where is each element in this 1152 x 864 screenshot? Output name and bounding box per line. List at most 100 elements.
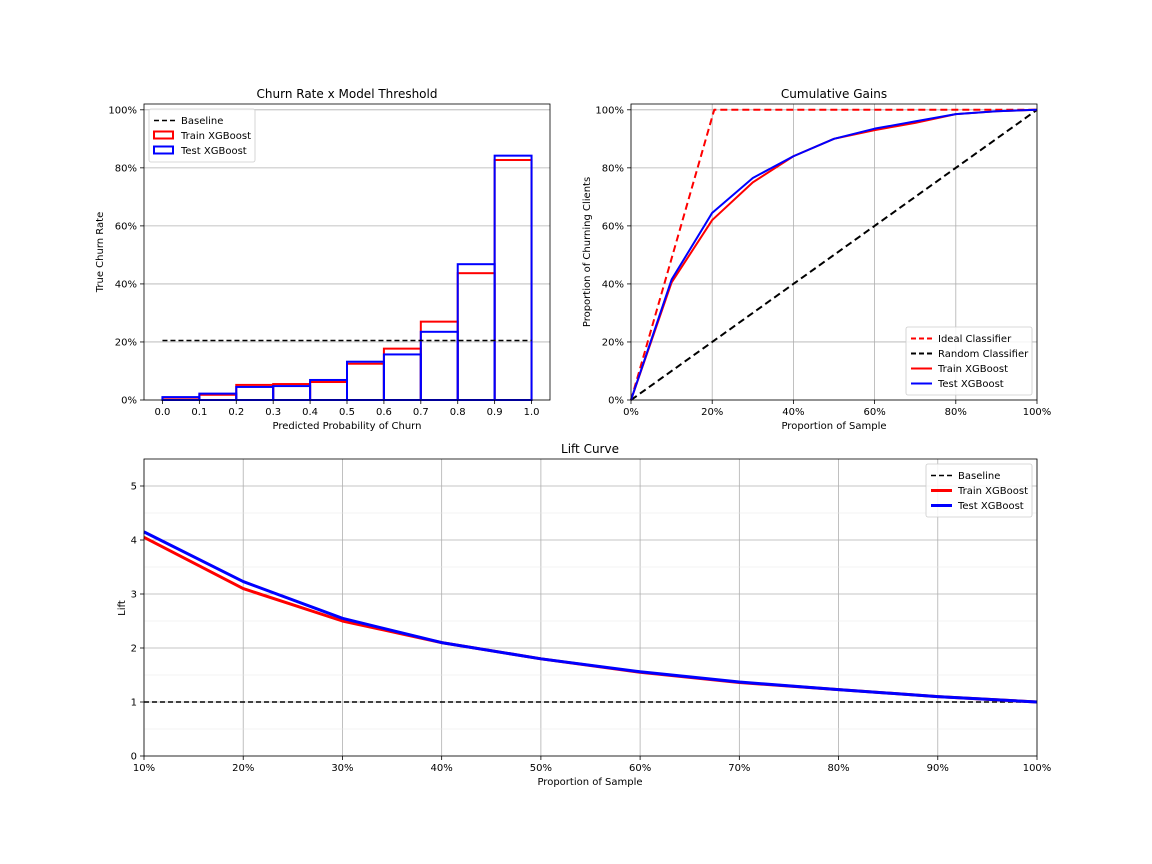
cumulative-gains-ytick-label: 80% [602,163,624,174]
test-xgboost-bar [235,385,275,401]
churn-rate-xtick-label: 0.0 [155,407,171,418]
legend-swatch-train-xgboost [153,130,174,140]
train-xgboost-bar [346,362,385,402]
churn-rate-ylabel: True Churn Rate [95,212,106,293]
lift-curve-xtick-label: 10% [133,763,155,774]
cumulative-gains-xtick-label: 100% [1023,407,1052,418]
ideal-classifier-line [630,108,1037,401]
cumulative-gains-marks [630,108,1038,401]
churn-rate-chart: Churn Rate x Model Threshold Predicted P… [95,87,551,432]
test-xgboost-line [143,530,1038,704]
legend-label-random-classifier: Random Classifier [938,349,1029,360]
churn-rate-xtick-label: 0.5 [339,407,355,418]
churn-rate-xtick-label: 0.6 [376,407,392,418]
churn-rate-ytick-label: 60% [115,221,137,232]
cumulative-gains-legend-box [905,326,1033,396]
lift-curve-chart: Lift Curve Proportion of Sample Lift 10%… [117,442,1051,788]
legend-label-test-xgboost: Test XGBoost [180,146,247,157]
churn-rate-marks [161,154,533,402]
cumulative-gains-ytick-label: 40% [602,279,624,290]
churn-rate-xticks: 0.0 0.1 0.2 0.3 0.4 0.5 0.6 0.7 0.8 0.9 1.0 [155,400,539,418]
cumulative-gains-ytick-label: 20% [602,337,624,348]
lift-curve-ytick-label: 3 [131,590,137,601]
lift-curve-ytick-label: 4 [131,536,137,547]
cumulative-gains-frame [630,103,1038,401]
lift-curve-yticks: 0 1 2 3 4 5 [131,482,144,763]
test-xgboost-bar [493,154,533,401]
lift-curve-ytick-label: 0 [131,752,137,763]
churn-rate-xtick-label: 0.1 [191,407,207,418]
cumulative-gains-xtick-label: 0% [623,407,639,418]
lift-curve-grid [143,459,1038,757]
lift-curve-xtick-label: 40% [431,763,453,774]
test-xgboost-line [630,108,1038,401]
legend-swatch-test-xgboost [153,145,174,155]
churn-rate-yticks: 0% 20% 40% 60% 80% 100% [108,105,144,407]
churn-rate-title: Churn Rate x Model Threshold [257,87,438,101]
cumulative-gains-ytick-label: 100% [595,105,624,116]
train-xgboost-bar [419,320,459,402]
train-xgboost-bar [309,381,349,401]
train-xgboost-bar [382,347,422,401]
cumulative-gains-xlabel: Proportion of Sample [781,421,886,432]
cumulative-gains-ytick-label: 60% [602,221,624,232]
legend-label-test-xgboost: Test XGBoost [957,501,1024,512]
train-xgboost-bar [493,159,533,401]
lift-curve-xtick-label: 80% [827,763,849,774]
churn-rate-xtick-label: 0.2 [228,407,244,418]
train-xgboost-line [143,535,1038,704]
legend-label-train-xgboost: Train XGBoost [180,131,251,142]
churn-rate-legend-box [148,108,256,163]
churn-rate-ytick-label: 80% [115,163,137,174]
lift-curve-marks [143,530,1038,704]
lift-curve-xticks: 10% 20% 30% 40% 50% 60% 70% 80% 90% 100% [133,756,1051,774]
lift-curve-legend: Baseline Train XGBoost Test XGBoost [925,463,1033,518]
churn-rate-xtick-label: 0.9 [487,407,503,418]
cumulative-gains-xticks: 0% 20% 40% 60% 80% 100% [623,400,1051,418]
cumulative-gains-ytick-label: 0% [608,396,624,407]
legend-label-baseline: Baseline [181,116,223,127]
lift-curve-xtick-label: 90% [927,763,949,774]
cumulative-gains-ylabel: Proportion of Churning Clients [582,177,593,327]
legend-label-ideal-classifier: Ideal Classifier [938,334,1012,345]
lift-curve-xtick-label: 60% [629,763,651,774]
lift-curve-legend-box [925,463,1033,518]
cumulative-gains-chart: Cumulative Gains Proportion of Sample Pr… [582,87,1051,432]
lift-curve-ylabel: Lift [117,600,128,616]
churn-rate-xtick-label: 0.7 [413,407,429,418]
lift-curve-ytick-label: 1 [131,698,137,709]
random-classifier-line [630,108,1038,401]
test-xgboost-bar [198,392,238,402]
cumulative-gains-xtick-label: 80% [945,407,967,418]
churn-rate-legend: Baseline Train XGBoost Test XGBoost [148,108,256,163]
cumulative-gains-xtick-label: 20% [701,407,723,418]
churn-rate-ytick-label: 40% [115,279,137,290]
lift-curve-xtick-label: 50% [530,763,552,774]
cumulative-gains-yticks: 0% 20% 40% 60% 80% 100% [595,105,631,407]
lift-curve-xtick-label: 20% [232,763,254,774]
legend-label-train-xgboost: Train XGBoost [937,364,1008,375]
churn-rate-ytick-label: 100% [108,105,137,116]
legend-label-train-xgboost: Train XGBoost [957,486,1028,497]
cumulative-gains-xtick-label: 60% [863,407,885,418]
cumulative-gains-title: Cumulative Gains [781,87,887,101]
churn-rate-ytick-label: 20% [115,337,137,348]
lift-curve-xlabel: Proportion of Sample [537,777,642,788]
lift-curve-title: Lift Curve [561,442,619,456]
lift-curve-xtick-label: 100% [1023,763,1052,774]
cumulative-gains-xtick-label: 40% [782,407,804,418]
test-xgboost-bar [382,353,422,401]
legend-label-baseline: Baseline [958,471,1000,482]
lift-curve-xtick-label: 30% [331,763,353,774]
lift-curve-ytick-label: 2 [131,644,137,655]
churn-rate-xlabel: Predicted Probability of Churn [273,421,422,432]
legend-label-test-xgboost: Test XGBoost [937,379,1004,390]
churn-rate-xtick-label: 0.3 [265,407,281,418]
test-xgboost-bar [272,385,312,401]
lift-curve-xtick-label: 70% [728,763,750,774]
test-xgboost-bar [346,360,385,402]
lift-curve-frame [143,458,1038,757]
train-xgboost-bar [456,272,496,402]
lift-curve-ytick-label: 5 [131,482,137,493]
